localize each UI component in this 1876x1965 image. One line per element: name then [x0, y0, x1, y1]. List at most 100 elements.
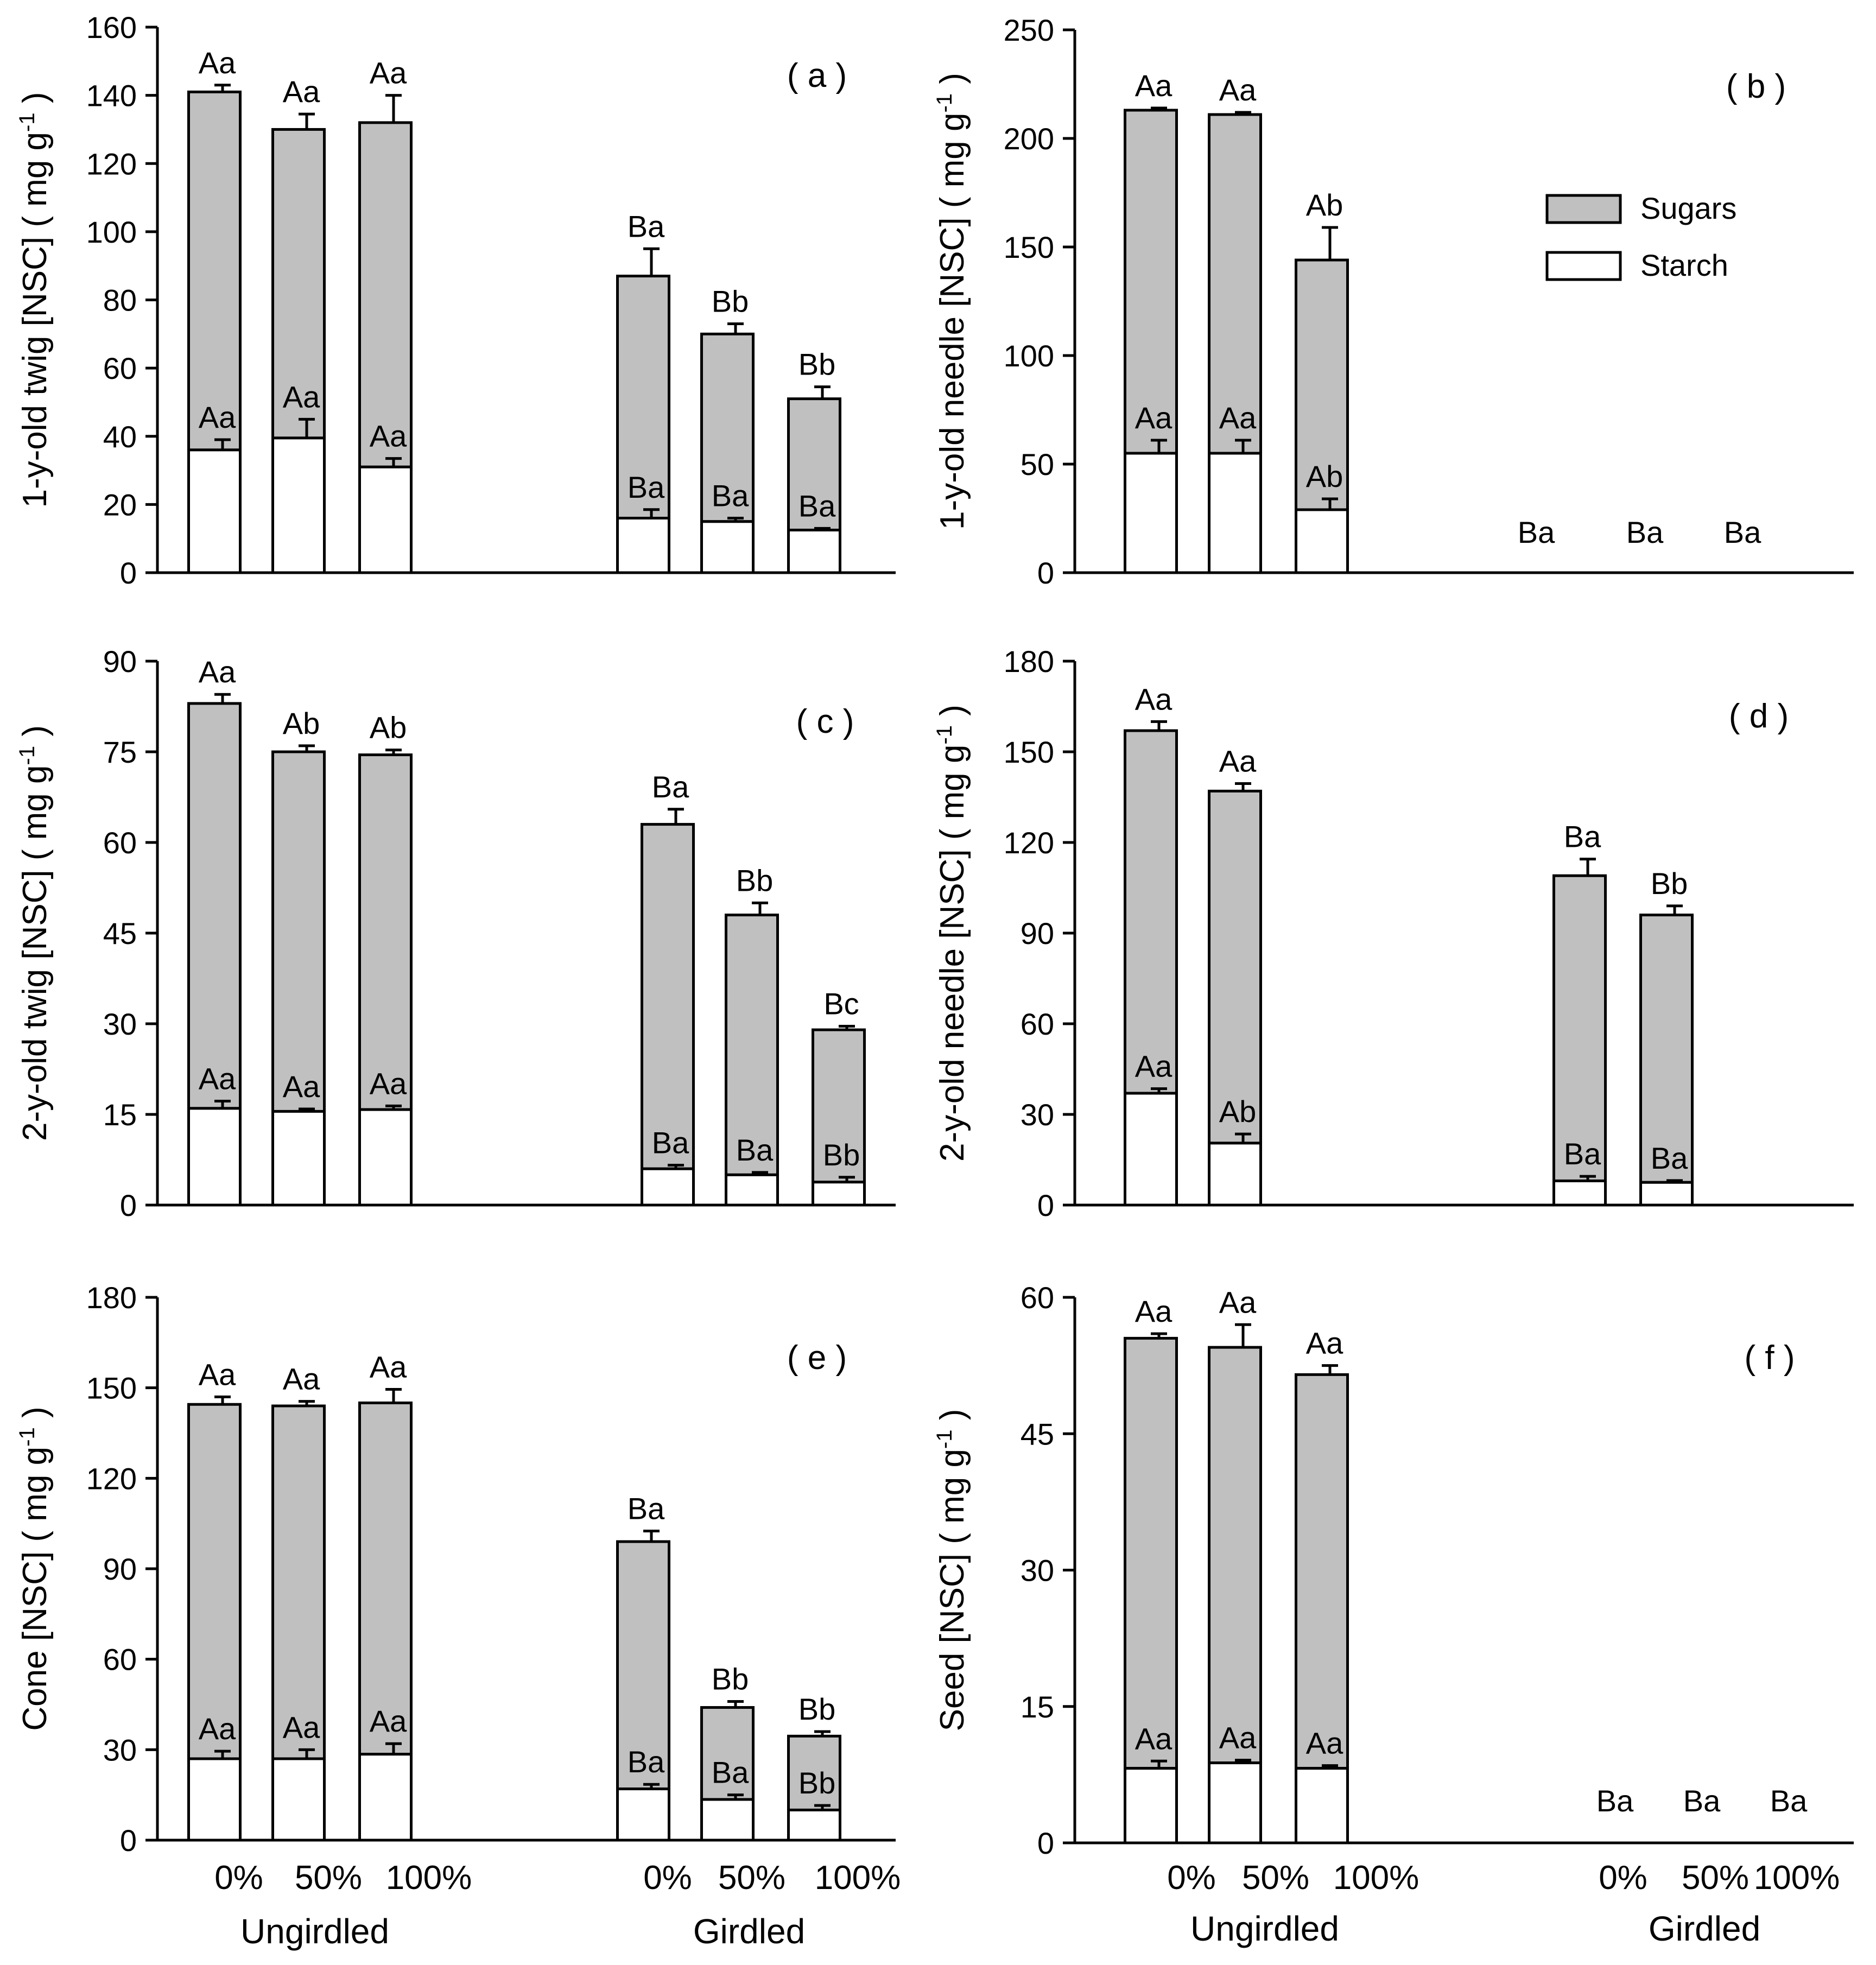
significance-letter-total: Aa	[199, 46, 236, 80]
bar-sugars	[700, 1706, 755, 1801]
significance-letter-total: Aa	[1219, 1285, 1257, 1319]
panel-label: ( e )	[787, 1339, 847, 1377]
bar-sugars	[187, 90, 242, 452]
bar-sugars	[725, 914, 779, 1176]
significance-letter-starch: Aa	[370, 419, 407, 453]
bar-sugars	[187, 702, 242, 1110]
y-tick-label: 75	[103, 735, 137, 769]
significance-letter-total: Aa	[1135, 1294, 1172, 1328]
y-axis-title: Seed [NSC] ( mg g-1 )	[933, 1409, 971, 1732]
x-tick-label: 50%	[1682, 1859, 1749, 1897]
bar-sugars	[1295, 258, 1349, 511]
y-tick-label: 90	[103, 1552, 137, 1586]
y-tick-label: 140	[86, 79, 137, 113]
significance-letter-starch: Aa	[199, 1712, 236, 1746]
significance-letter-starch: Aa	[199, 400, 236, 434]
chart-panel-d: 0 30 60 90 120 150 180 2-y-old needle [NSC] ( m…	[933, 644, 1854, 1222]
significance-letter-starch: Aa	[1135, 401, 1172, 435]
bar-sugars	[271, 128, 326, 440]
significance-letter-starch: Aa	[1306, 1726, 1343, 1760]
y-tick-label: 30	[1021, 1098, 1054, 1132]
significance-letter-starch: Aa	[1135, 1049, 1172, 1083]
significance-letter-starch: Ba	[1651, 1141, 1688, 1175]
y-tick-label: 0	[1037, 1188, 1054, 1222]
significance-letter-total: Bb	[712, 284, 749, 318]
significance-letter-total: Bb	[798, 1692, 836, 1726]
significance-letter-total: Aa	[1135, 68, 1172, 103]
bar-starch	[1295, 508, 1349, 574]
significance-letter-total: Aa	[370, 1349, 407, 1384]
y-tick-label: 15	[103, 1098, 137, 1132]
bar-sugars	[1208, 789, 1262, 1145]
bar-starch	[641, 1167, 695, 1207]
significance-letter-starch: Ba	[628, 1745, 665, 1779]
bar-sugars	[1124, 1336, 1178, 1770]
bar-starch	[1639, 1181, 1694, 1207]
significance-letter-starch: Ba	[712, 479, 749, 513]
significance-letter-starch: Aa	[1135, 1721, 1172, 1755]
y-axis-title: 2-y-old twig [NSC] ( mg g-1 )	[15, 725, 54, 1141]
y-axis-title-end: )	[16, 725, 54, 746]
bar-sugars	[616, 275, 670, 519]
bar-starch	[1124, 1767, 1178, 1844]
bar-starch	[271, 436, 326, 574]
significance-letter-total: Ba	[1564, 820, 1601, 854]
significance-letter-total: Ab	[1306, 188, 1343, 222]
bar-sugars	[1552, 874, 1607, 1182]
y-axis-title: 1-y-old twig [NSC] ( mg g-1 )	[15, 92, 54, 508]
significance-letter-starch: Aa	[283, 379, 320, 414]
y-axis-title-superscript: -1	[933, 93, 956, 113]
plot-area: 0 20 40 60 80 100 120 140 160 1-y-old twig [NSC] …	[15, 10, 1854, 1951]
y-tick-label: 15	[1021, 1690, 1054, 1724]
y-tick-label: 150	[1004, 735, 1054, 769]
y-tick-label: 45	[1021, 1417, 1054, 1451]
significance-letter-total: Ba	[628, 209, 665, 243]
y-tick-label: 30	[1021, 1554, 1054, 1588]
bar-starch	[1208, 1761, 1262, 1844]
bar-starch	[616, 1787, 670, 1842]
bar-sugars	[1208, 1346, 1262, 1765]
bar-sugars	[271, 750, 326, 1113]
bar-sugars	[1639, 914, 1694, 1184]
bar-starch	[1124, 452, 1178, 574]
significance-letter-starch: Ba	[1770, 1784, 1808, 1818]
bar-sugars	[187, 1403, 242, 1760]
y-axis-title: 1-y-old needle [NSC] ( mg g-1 )	[933, 73, 971, 530]
significance-letter-total: Ba	[652, 770, 689, 804]
significance-letter-starch: Aa	[283, 1069, 320, 1104]
legend-sugars-label: Sugars	[1640, 191, 1736, 225]
y-tick-label: 50	[1021, 447, 1054, 481]
x-tick-label: 100%	[1754, 1859, 1840, 1897]
bar-starch	[1208, 1142, 1262, 1207]
significance-letter-total: Aa	[199, 1357, 236, 1391]
significance-letter-total: Aa	[370, 56, 407, 90]
legend: Sugars Starch	[1545, 191, 1736, 282]
y-tick-label: 120	[86, 147, 137, 181]
bar-sugars	[812, 1028, 866, 1184]
y-axis-title-end: )	[934, 705, 971, 725]
significance-letter-starch: Aa	[370, 1066, 407, 1100]
y-tick-label: 100	[86, 215, 137, 249]
bar-starch	[358, 1753, 413, 1842]
significance-letter-starch: Ab	[1306, 459, 1343, 493]
panel-label: ( d )	[1729, 698, 1789, 735]
bar-sugars	[1295, 1373, 1349, 1770]
chart-panel-f: 0 15 30 45 60 Seed [NSC] ( mg g-1 ) ( f ) Aa Aa A…	[933, 1281, 1854, 1860]
y-tick-label: 0	[1037, 556, 1054, 590]
bar-starch	[358, 465, 413, 574]
significance-letter-starch: Ab	[1219, 1094, 1257, 1129]
y-tick-label: 200	[1004, 122, 1054, 156]
y-tick-label: 60	[103, 826, 137, 860]
significance-letter-starch: Ba	[798, 489, 836, 523]
x-tick-label: 0%	[1599, 1859, 1647, 1897]
y-tick-label: 60	[1021, 1007, 1054, 1041]
bar-starch	[700, 520, 755, 574]
x-group-label: Girdled	[693, 1912, 805, 1951]
y-tick-label: 80	[103, 283, 137, 318]
x-tick-label: 50%	[718, 1859, 785, 1897]
x-tick-label: 100%	[1333, 1859, 1419, 1897]
x-group-label: Ungirdled	[1190, 1909, 1339, 1948]
significance-letter-starch: Aa	[283, 1710, 320, 1744]
y-tick-label: 120	[1004, 826, 1054, 860]
